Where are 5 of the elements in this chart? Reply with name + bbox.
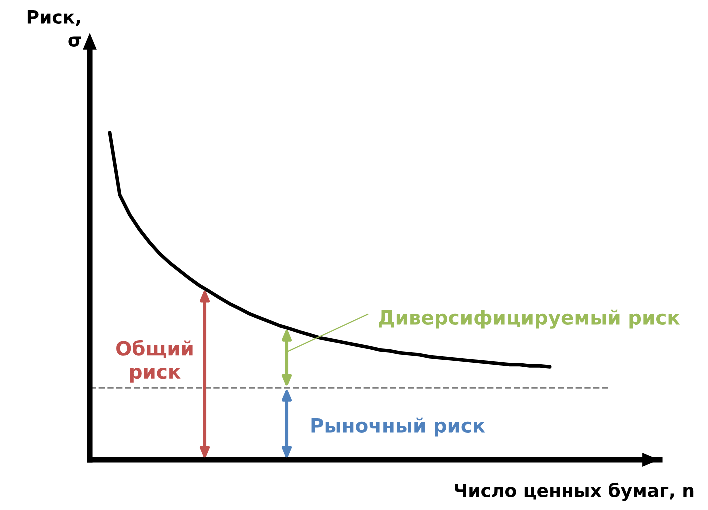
annotation: Общий риск: [116, 340, 193, 383]
annotation: Рыночный риск: [312, 418, 486, 437]
x-axis-title: Число ценных бумаг, n: [455, 482, 694, 502]
y-axis-title: Риск, σ: [28, 10, 82, 47]
annotation: Диверсифицируемый риск: [379, 310, 680, 329]
